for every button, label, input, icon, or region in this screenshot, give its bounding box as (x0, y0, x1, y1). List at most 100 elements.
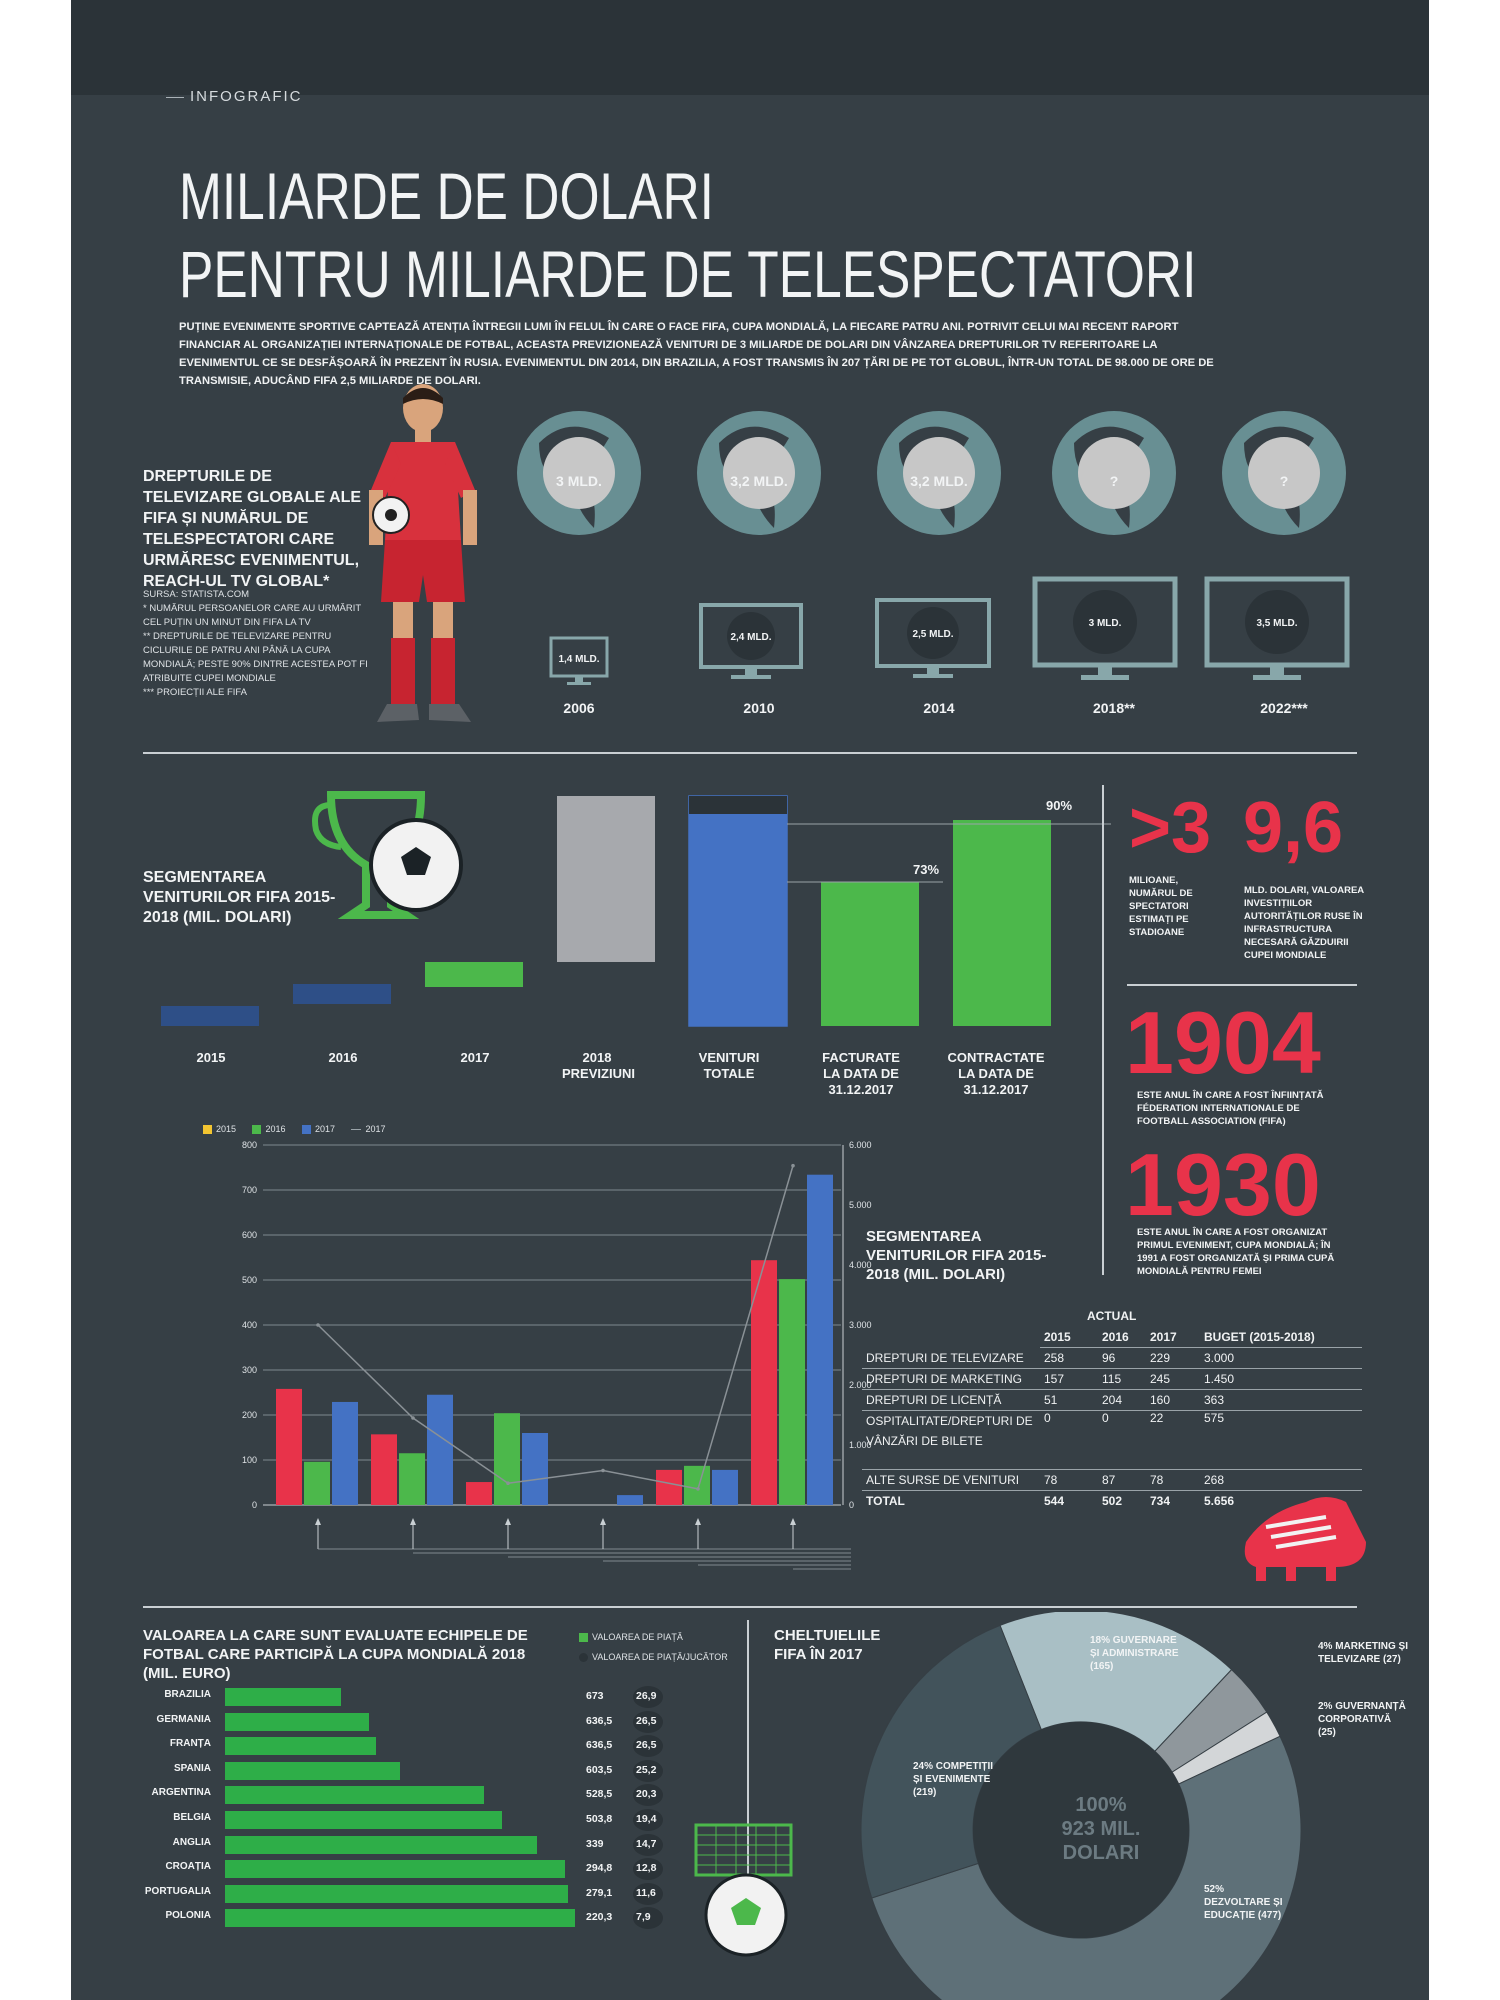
tv-2010 (699, 603, 803, 679)
slice-label-corporate: 2% GUVERNANȚĂ CORPORATIVĂ (25) (1318, 1701, 1406, 1738)
y-tick-label: 400 (242, 1320, 257, 1330)
fact2-text: MLD. DOLARI, VALOAREA INVESTIȚIILOR AUTO… (1244, 885, 1364, 961)
table-row: DREPTURI DE TELEVIZARE 258 96 229 3.000 (862, 1347, 1362, 1369)
team-per-player-dot (633, 1809, 663, 1831)
team-per-player: 26,5 (636, 1739, 657, 1752)
team-name: BELGIA (173, 1812, 211, 1823)
year-2018: 2018** (1092, 700, 1136, 716)
list-item: GERMANIA 636,5 26,5 (121, 1710, 681, 1733)
team-per-player: 26,9 (636, 1690, 657, 1702)
team-name: BRAZILIA (164, 1689, 211, 1700)
line-point (316, 1323, 320, 1327)
page-title-line-1: MILIARDE DE DOLARI (179, 159, 714, 233)
team-per-player: 26,5 (636, 1714, 657, 1727)
teams-heading: VALOAREA LA CARE SUNT EVALUATE ECHIPELE … (143, 1627, 528, 1682)
globe-label-2018: ? (1109, 473, 1119, 489)
team-name: CROAȚIA (165, 1861, 211, 1873)
team-name: FRANȚA (169, 1738, 211, 1750)
team-bar (225, 1835, 537, 1854)
tv-2006 (549, 636, 609, 685)
list-item: BELGIA 503,8 19,4 (121, 1809, 681, 1831)
legend-item-2: 2016 (252, 1124, 286, 1135)
bar-2015 (656, 1469, 682, 1505)
year-2006: 2006 (563, 700, 595, 716)
slice-label-governance: 18% GUVERNARE ȘI ADMINISTRARE (165) (1090, 1635, 1179, 1672)
tv-label-2014: 2,5 MLD. (912, 629, 954, 640)
team-per-player-dot (633, 1907, 663, 1930)
line-point (696, 1487, 700, 1491)
tv-row (549, 576, 1350, 685)
year-2022: 2022*** (1260, 700, 1308, 716)
list-item: PORTUGALIA 279,1 11,6 (121, 1882, 681, 1905)
divider-1 (143, 752, 1357, 754)
slice-label-marketing: 4% MARKETING ȘI TELEVIZARE (27) (1318, 1641, 1409, 1665)
globe-2010 (697, 411, 821, 535)
footnote-1: * NUMĂRUL PERSOANELOR CARE AU URMĂRIT CE… (143, 603, 362, 628)
team-value: 603,5 (586, 1763, 613, 1776)
list-item: SPANIA 603,5 25,2 (121, 1759, 681, 1782)
section-tag: INFOGRAFIC (166, 88, 303, 105)
globe-2006 (517, 411, 641, 535)
seg1-label-2016: 2016 (328, 1050, 358, 1065)
globe-label-2014: 3,2 MLD. (910, 473, 968, 489)
football-player-illustration (369, 384, 477, 722)
y2-tick-label: 0 (849, 1500, 854, 1510)
waterfall-bar-invoiced (821, 882, 919, 1026)
team-value: 220,3 (586, 1911, 613, 1924)
list-item: POLONIA 220,3 7,9 (121, 1907, 681, 1930)
tv-label-2022: 3,5 MLD. (1256, 618, 1298, 629)
football-boot-icon (1244, 1497, 1366, 1581)
table-row-total: TOTAL 544 502 734 5.656 (866, 1494, 1235, 1508)
expenses-donut-chart (860, 1612, 1302, 2000)
intro-paragraph: PUȚINE EVENIMENTE SPORTIVE CAPTEAZĂ ATEN… (179, 321, 1214, 387)
rev-table: 2015 2016 2017 BUGET (2015-2018) DREPTUR… (862, 1327, 1362, 1511)
team-bar (225, 1811, 502, 1829)
seg1-label-2018: 2018 PREVIZIUNI (562, 1050, 635, 1081)
globe-2018 (1052, 411, 1176, 535)
y-tick-label: 700 (242, 1185, 257, 1195)
tv-label-2018: 3 MLD. (1088, 618, 1122, 629)
team-value: 673 (586, 1690, 604, 1702)
globe-row (517, 411, 1346, 535)
bar-2016 (684, 1465, 710, 1505)
line-point (506, 1481, 510, 1486)
team-per-player: 25,2 (636, 1763, 657, 1776)
team-per-player: 7,9 (636, 1911, 651, 1924)
team-value: 339 (586, 1837, 604, 1850)
series-line (317, 1165, 794, 1490)
list-item: BRAZILIA 673 26,9 (121, 1686, 681, 1708)
team-per-player-dot (633, 1686, 663, 1708)
callout-arrow (695, 1518, 701, 1525)
tv-notes: SURSA: STATISTA.COM * NUMĂRUL PERSOANELO… (143, 588, 373, 700)
waterfall-bar-2016 (293, 984, 391, 1004)
goal-ball-icon (694, 1823, 793, 1957)
team-per-player: 12,8 (636, 1862, 657, 1875)
list-item: ANGLIA 339 14,7 (121, 1833, 681, 1856)
callout-arrow (505, 1518, 511, 1525)
fact1-value: >3 (1129, 788, 1212, 868)
team-bar (225, 1761, 400, 1780)
team-per-player-dot (633, 1710, 663, 1733)
team-name: GERMANIA (156, 1713, 211, 1725)
seg1-label-2015: 2015 (196, 1050, 226, 1065)
line-point (601, 1468, 605, 1473)
bar-2015 (371, 1434, 397, 1505)
team-bar (225, 1884, 568, 1903)
globe-2014 (877, 411, 1001, 535)
seg1-label-invoiced: FACTURATE LA DATA DE 31.12.2017 (822, 1050, 900, 1097)
fact1-text: MILIOANE, NUMĂRUL DE SPECTATORI ESTIMAȚI… (1129, 875, 1193, 938)
tv-label-2010: 2,4 MLD. (730, 632, 772, 643)
globe-label-2022: ? (1279, 473, 1289, 489)
globe-label-2006: 3 MLD. (556, 473, 602, 489)
team-bar (225, 1786, 484, 1805)
pct-73: 73% (912, 862, 940, 877)
team-per-player-dot (633, 1833, 663, 1856)
team-bar (225, 1712, 369, 1731)
fact3-text: ESTE ANUL ÎN CARE A FOST ÎNFIINȚATĂ FÉDE… (1137, 1090, 1324, 1127)
globe-2022 (1222, 411, 1346, 535)
tv-2022 (1204, 576, 1350, 680)
team-per-player-dot (633, 1882, 663, 1905)
waterfall-bar-total-top (689, 796, 787, 814)
top-band (71, 0, 1429, 95)
rev-table-header: 2015 2016 2017 BUGET (2015-2018) (862, 1327, 1362, 1348)
